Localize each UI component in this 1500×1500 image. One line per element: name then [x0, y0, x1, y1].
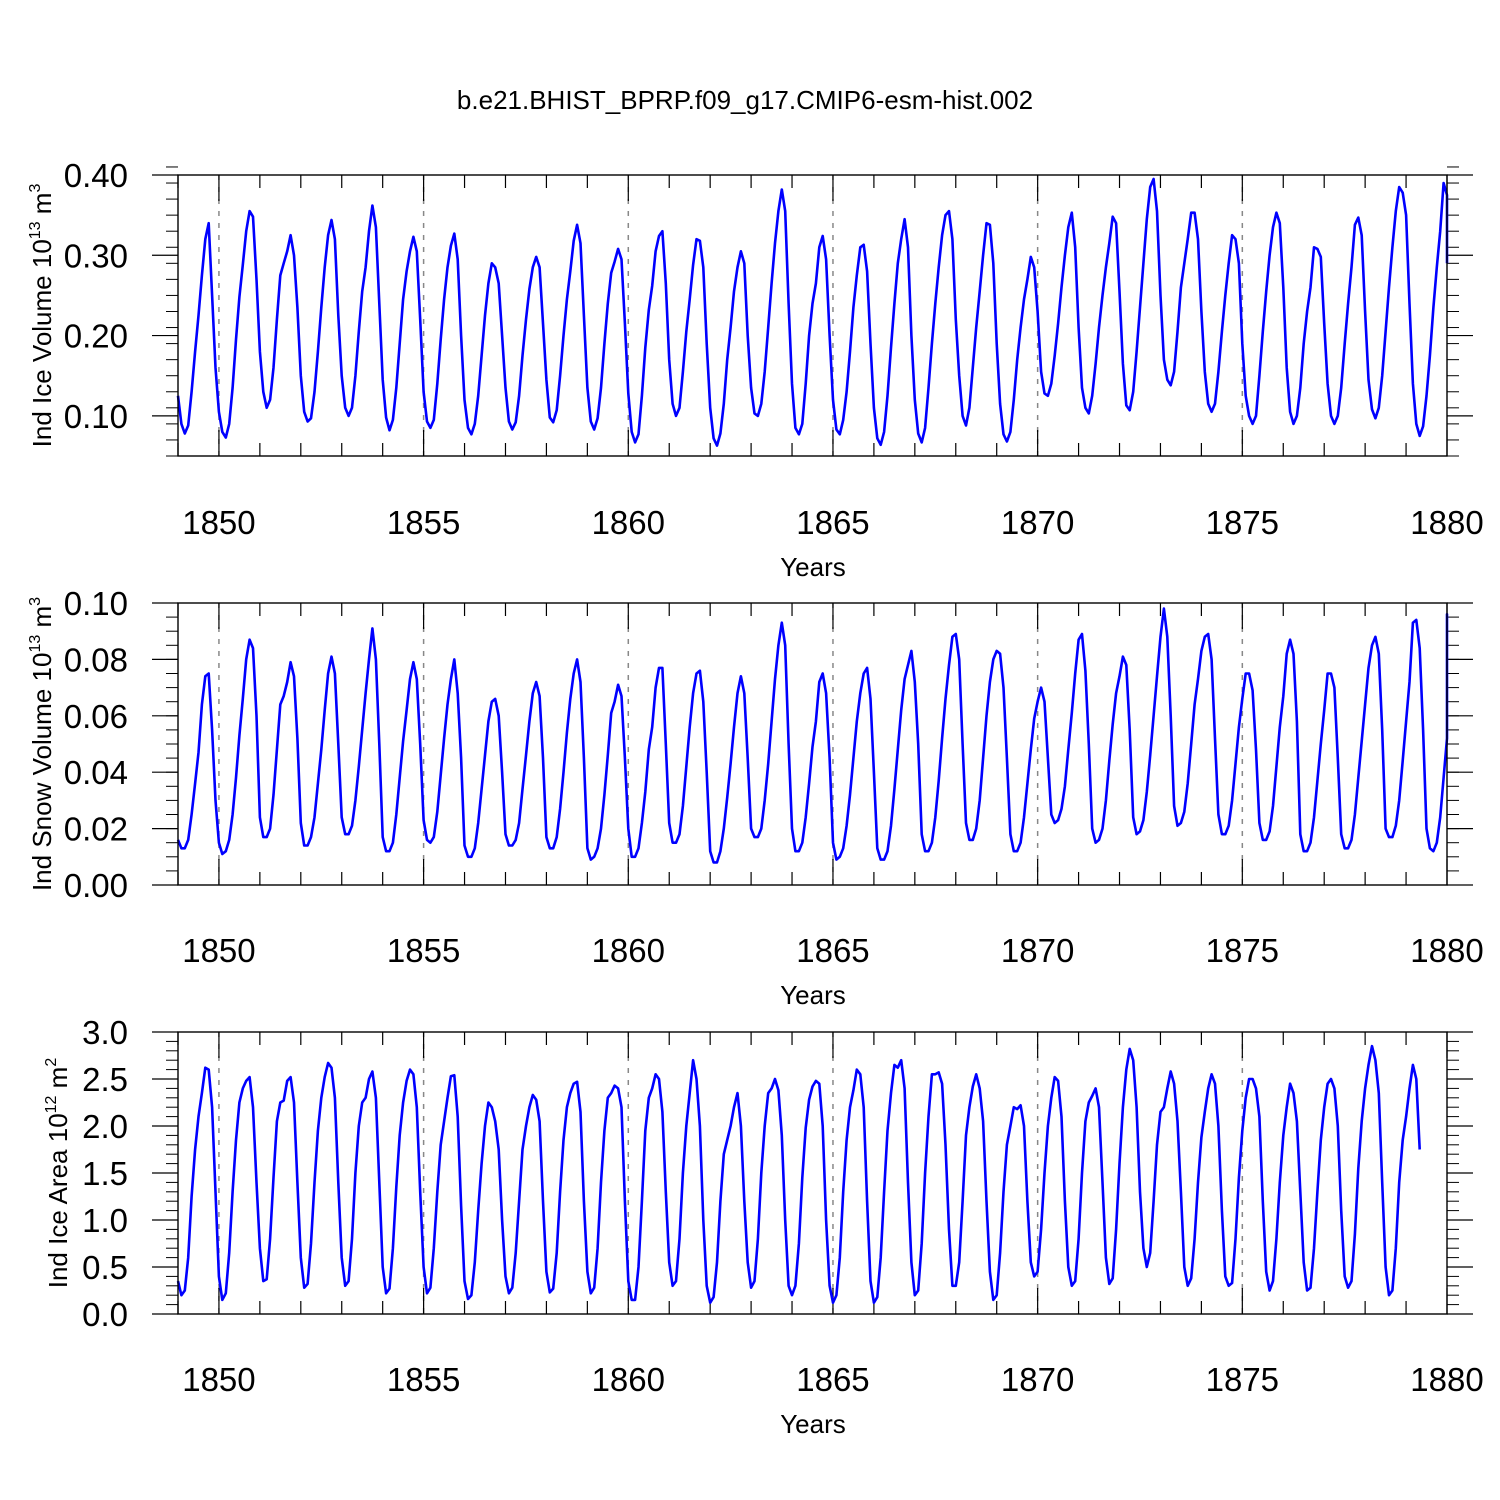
x-tick-label: 1880	[1410, 504, 1483, 541]
plot-frame	[177, 1031, 1448, 1315]
x-axis-title: Years	[780, 1409, 846, 1439]
x-tick-label: 1870	[1001, 1361, 1074, 1398]
y-axis-title: Ind Snow Volume 1013 m3	[27, 597, 57, 891]
y-tick-label: 0.08	[64, 641, 128, 678]
y-tick-label: 0.30	[64, 237, 128, 274]
y-tick-label: 0.0	[82, 1296, 128, 1333]
panel-2: 0.00 0.02 0.04 0.06 0.08 0.10 1850 1855 1860 1865…	[27, 585, 1484, 1010]
x-axis-title: Years	[780, 980, 846, 1010]
x-tick-label: 1875	[1206, 504, 1279, 541]
y-tick-label: 1.0	[82, 1202, 128, 1239]
panel-3: 0.0 0.5 1.0 1.5 2.0 2.5 3.0 1850 1855 1860 1865 187…	[43, 1014, 1484, 1439]
x-tick-label: 1855	[387, 1361, 460, 1398]
y-tick-label: 0.20	[64, 318, 128, 355]
y-tick-label: 0.02	[64, 811, 128, 848]
x-tick-label: 1855	[387, 504, 460, 541]
y-tick-label: 0.40	[64, 157, 128, 194]
x-tick-label: 1875	[1206, 1361, 1279, 1398]
x-tick-label: 1880	[1410, 932, 1483, 969]
y-tick-label: 0.10	[64, 398, 128, 435]
x-tick-label: 1860	[592, 932, 665, 969]
figure-title: b.e21.BHIST_BPRP.f09_g17.CMIP6-esm-hist.…	[457, 85, 1033, 115]
x-tick-label: 1850	[182, 1361, 255, 1398]
data-series-line	[176, 177, 1449, 447]
y-tick-label: 0.00	[64, 867, 128, 904]
y-tick-label: 2.0	[82, 1108, 128, 1145]
x-tick-label: 1870	[1001, 504, 1074, 541]
panels: 0.10 0.20 0.30 0.40 1850 1855 1860 1865 1870 1875…	[27, 157, 1484, 1439]
panel-1: 0.10 0.20 0.30 0.40 1850 1855 1860 1865 1870 1875…	[27, 157, 1484, 582]
y-tick-label: 1.5	[82, 1155, 128, 1192]
x-tick-label: 1850	[182, 504, 255, 541]
plot-frame	[177, 602, 1448, 886]
y-axis-title: Ind Ice Volume 1013 m3	[27, 184, 57, 448]
x-axis-title: Years	[780, 552, 846, 582]
data-series-line	[176, 607, 1449, 864]
plot-frame	[177, 174, 1448, 457]
y-tick-label: 0.04	[64, 754, 128, 791]
x-tick-label: 1865	[796, 1361, 869, 1398]
y-tick-label: 3.0	[82, 1014, 128, 1051]
x-tick-label: 1875	[1206, 932, 1279, 969]
x-tick-label: 1850	[182, 932, 255, 969]
y-tick-label: 0.5	[82, 1249, 128, 1286]
data-series-line	[176, 1044, 1421, 1304]
x-tick-label: 1870	[1001, 932, 1074, 969]
x-tick-label: 1880	[1410, 1361, 1483, 1398]
x-tick-label: 1865	[796, 932, 869, 969]
x-tick-label: 1860	[592, 504, 665, 541]
x-tick-label: 1865	[796, 504, 869, 541]
x-tick-label: 1860	[592, 1361, 665, 1398]
y-tick-label: 2.5	[82, 1061, 128, 1098]
y-axis-title: Ind Ice Area 1012 m2	[43, 1058, 73, 1289]
y-tick-label: 0.10	[64, 585, 128, 622]
x-tick-label: 1855	[387, 932, 460, 969]
y-tick-label: 0.06	[64, 698, 128, 735]
